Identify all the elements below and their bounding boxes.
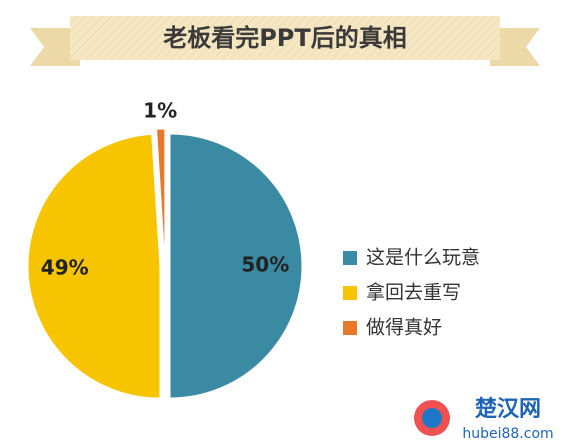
chart-title: 老板看完PPT后的真相: [163, 24, 407, 52]
data-label: 49%: [41, 256, 89, 280]
legend-label: 做得真好: [366, 317, 442, 339]
watermark-name: 楚汉网: [475, 397, 541, 422]
watermark-url: hubei88.com: [462, 426, 553, 442]
legend-swatch: [343, 286, 357, 300]
pie-slice: [169, 133, 303, 399]
title-banner: [30, 16, 540, 66]
pie-slice: [156, 128, 166, 262]
legend-swatch: [343, 321, 357, 335]
watermark: 楚汉网 hubei88.com: [414, 397, 554, 442]
legend-label: 拿回去重写: [366, 281, 461, 304]
data-label: 1%: [143, 99, 177, 123]
legend-label: 这是什么玩意: [366, 247, 480, 269]
legend-swatch: [343, 251, 357, 265]
data-label: 50%: [241, 253, 289, 277]
pie-slice: [27, 133, 161, 399]
